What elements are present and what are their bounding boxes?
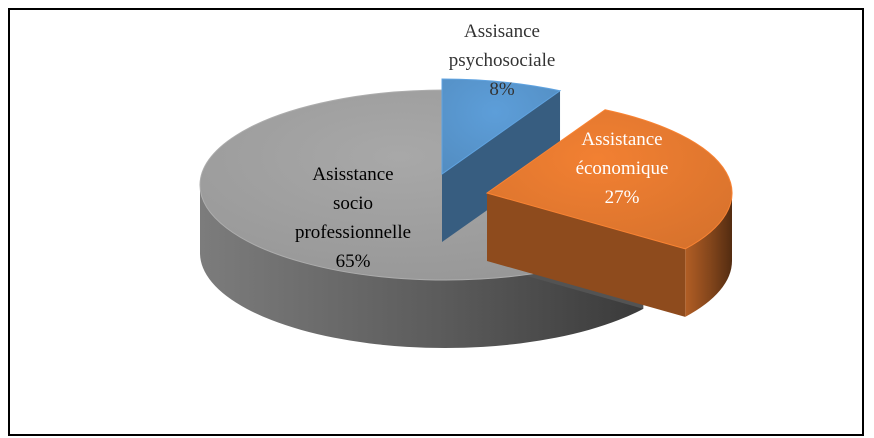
slice-side-2: [200, 185, 644, 348]
slice-label-line: 8%: [489, 79, 515, 100]
slice-label-line: socio: [333, 193, 373, 214]
slice-side-1: [685, 193, 732, 317]
pie-slice-1: [485, 109, 733, 317]
slice-label-line: 27%: [605, 187, 640, 208]
slice-top-1: [485, 109, 733, 250]
pie-slice-0: [441, 78, 562, 243]
slice-label-1: Assistance économique 27%: [576, 129, 669, 208]
slice-label-line: psychosociale: [449, 50, 556, 71]
slice-label-line: professionnelle: [295, 222, 411, 243]
slice-label-2: Asisstance socio professionnelle 65%: [295, 164, 411, 272]
slice-label-line: Assisance: [464, 21, 540, 42]
slice-label-line: Assistance: [581, 129, 662, 150]
slice-wall-0-1: [442, 90, 561, 243]
slice-label-line: 65%: [336, 251, 371, 272]
slice-label-line: économique: [576, 158, 669, 179]
slice-wall-1-1: [487, 193, 686, 317]
slice-label-line: Asisstance: [312, 164, 393, 185]
slice-label-0: Assisance psychosociale 8%: [449, 21, 556, 100]
slice-top-0: [441, 78, 562, 175]
